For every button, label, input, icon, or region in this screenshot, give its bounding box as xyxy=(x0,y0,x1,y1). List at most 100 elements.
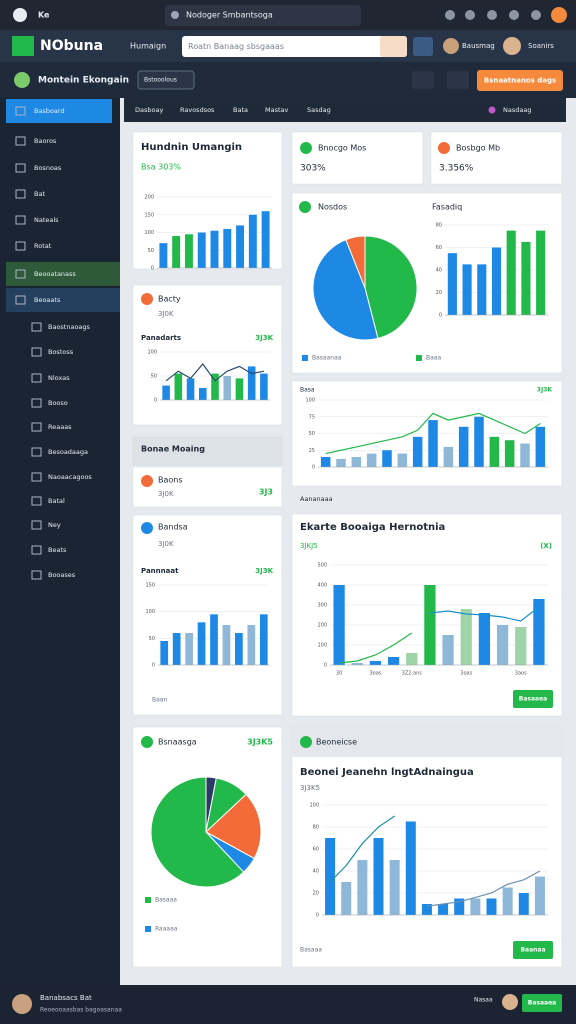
dropdown[interactable] xyxy=(137,70,195,90)
tab[interactable]: Bata xyxy=(233,106,248,114)
tab[interactable]: Nasdaag xyxy=(503,106,531,114)
nav-icon xyxy=(31,322,42,332)
bar xyxy=(198,388,207,400)
user-name[interactable]: Bausmag xyxy=(462,42,495,50)
bar xyxy=(369,661,382,665)
nav-item[interactable]: Nateals xyxy=(34,216,59,224)
avatar xyxy=(502,994,518,1010)
tab[interactable]: Sasdag xyxy=(307,106,331,114)
dropdown-label[interactable]: Bstooolous xyxy=(144,77,177,84)
nav-item[interactable]: Batal xyxy=(48,497,65,505)
bar xyxy=(351,456,362,467)
button-label[interactable]: Bsnaatnanos dags xyxy=(484,77,556,85)
y-tick-label: 100 xyxy=(309,803,319,809)
search-button[interactable] xyxy=(380,36,407,57)
nav-item[interactable]: Reaaas xyxy=(48,423,72,431)
x-tick-label: 30 xyxy=(336,671,342,677)
nav-item[interactable]: Rotat xyxy=(34,242,52,250)
browser-tab[interactable]: Ke xyxy=(38,11,50,20)
x-tick-label: 3oas xyxy=(369,671,381,677)
nav-item[interactable]: Beats xyxy=(48,546,67,554)
x-tick-label: 3aos xyxy=(515,671,527,677)
logo: NObuna xyxy=(40,38,103,54)
card-title: Bonae Moaing xyxy=(141,445,205,454)
primary-button[interactable] xyxy=(477,70,563,91)
bar xyxy=(222,625,231,665)
nav-item[interactable]: Besoadaaga xyxy=(48,448,88,456)
nav-item[interactable]: Baostnaoags xyxy=(48,323,91,331)
user-name[interactable]: Soanirs xyxy=(528,42,554,50)
card-header xyxy=(292,727,562,757)
nav-item[interactable]: Beoaats xyxy=(34,296,61,304)
bar xyxy=(460,609,472,665)
bar xyxy=(458,426,469,467)
card-icon xyxy=(300,142,312,154)
card-title: Baons xyxy=(158,476,183,485)
nav-item[interactable]: Booso xyxy=(48,399,68,407)
nav-item[interactable]: Naoaacagoos xyxy=(48,473,92,481)
nav-item[interactable]: Bosnoas xyxy=(34,164,62,172)
x-tick-label: 3Z2 ans xyxy=(402,671,423,677)
pie-slice xyxy=(364,235,418,339)
button-label[interactable]: Basaaea xyxy=(528,1000,556,1007)
bar xyxy=(504,440,515,467)
nav-icon xyxy=(15,215,26,225)
nav-item[interactable]: Baoros xyxy=(34,137,57,145)
card-chart-title: Panadarts xyxy=(141,334,181,342)
bar xyxy=(260,373,268,400)
line xyxy=(426,870,541,907)
card-title: Bacty xyxy=(158,295,181,304)
y-tick-label: 40 xyxy=(436,268,442,274)
y-tick-label: 400 xyxy=(317,583,327,589)
nav-icon xyxy=(31,347,42,357)
nav-item[interactable]: Basboard xyxy=(34,107,65,115)
bar xyxy=(210,614,218,665)
browser-tab[interactable]: Nodoger Smbantsoga xyxy=(186,11,273,20)
highlight-item[interactable] xyxy=(6,288,120,312)
bar xyxy=(236,225,245,268)
active-tab[interactable] xyxy=(165,5,361,26)
bar xyxy=(389,860,400,915)
bar xyxy=(387,657,400,665)
header-icon[interactable] xyxy=(413,37,433,56)
line xyxy=(329,815,395,883)
nav-icon xyxy=(15,241,26,251)
tab[interactable]: Dasboay xyxy=(135,106,163,114)
tab[interactable]: Mastav xyxy=(265,106,289,114)
legend-label: Basaanaa xyxy=(312,355,342,362)
line xyxy=(339,632,413,664)
search-placeholder[interactable]: Roatn Banaag sbsgaaas xyxy=(188,42,284,51)
nav-item[interactable]: Bostoss xyxy=(48,348,74,356)
toolbar-icon[interactable] xyxy=(412,71,434,89)
y-tick-label: 100 xyxy=(305,398,315,404)
card-title: Bandsa xyxy=(158,523,188,532)
card-value: (X) xyxy=(540,542,552,550)
footer-button[interactable] xyxy=(522,994,562,1012)
toolbar-icon[interactable] xyxy=(447,71,469,89)
nav-icon xyxy=(15,189,26,199)
button-label[interactable]: Basaaea xyxy=(519,696,547,703)
nav-icon xyxy=(31,398,42,408)
button[interactable] xyxy=(513,941,553,959)
y-tick-label: 50 xyxy=(309,431,315,437)
nav-item[interactable]: Bat xyxy=(34,190,45,198)
card-title: Nosdos xyxy=(318,203,347,212)
nav-icon xyxy=(31,422,42,432)
tab[interactable]: Ravosdsos xyxy=(180,106,215,114)
nav-item[interactable]: Nloxas xyxy=(48,374,70,382)
nav-item[interactable]: Ney xyxy=(48,521,61,529)
menu[interactable]: Humaign xyxy=(130,42,166,51)
bar xyxy=(533,599,545,665)
active-item[interactable] xyxy=(6,99,112,123)
nav-item[interactable]: Beooatanass xyxy=(34,270,76,278)
button[interactable] xyxy=(513,690,553,708)
button-label[interactable]: Baanaa xyxy=(520,947,545,954)
pie-slice xyxy=(312,239,379,341)
browser-icon xyxy=(531,10,541,20)
nav-item[interactable]: Booases xyxy=(48,571,76,579)
search-box[interactable] xyxy=(182,36,407,57)
card xyxy=(291,131,424,185)
bar xyxy=(443,446,454,467)
